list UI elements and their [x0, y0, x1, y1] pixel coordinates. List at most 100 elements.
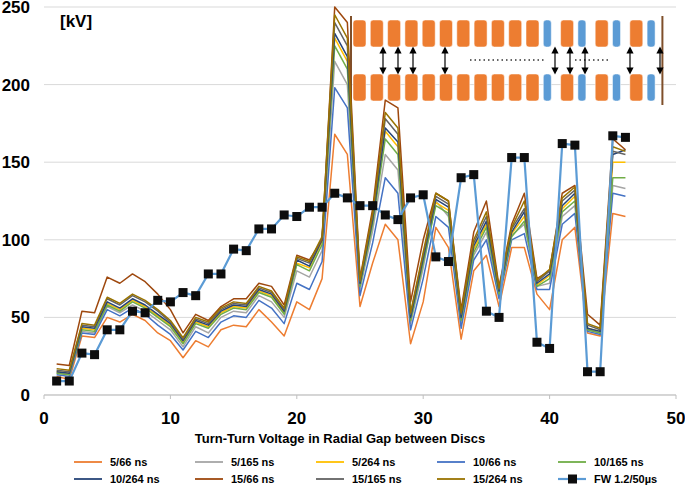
x-tick-label: 0 [39, 409, 48, 428]
disc [457, 74, 470, 101]
x-axis-label: Turn-Turn Voltage in Radial Gap between … [195, 431, 485, 446]
legend-swatch [195, 461, 223, 463]
legend-swatch [74, 478, 102, 480]
series-marker [65, 377, 74, 386]
chart-root: 05010015020025001020304050[kV]Turn-Turn … [0, 0, 685, 489]
series-marker [558, 139, 567, 148]
arrow [397, 50, 398, 71]
dots [575, 59, 610, 61]
disc [630, 74, 643, 101]
series-marker [545, 344, 554, 353]
disc [440, 74, 453, 101]
x-tick-label: 50 [667, 409, 685, 428]
disc [647, 74, 655, 101]
series-marker [507, 153, 516, 162]
disc [491, 20, 504, 47]
series-marker [596, 367, 605, 376]
x-tick-label: 40 [540, 409, 559, 428]
legend-label: 5/264 ns [352, 456, 395, 468]
legend-label: FW 1.2/50µs [594, 473, 657, 485]
legend-swatch [437, 478, 465, 480]
series-marker [621, 133, 630, 142]
series-marker [381, 210, 390, 219]
series-marker [52, 377, 61, 386]
disc [647, 20, 655, 47]
grid-line [44, 7, 676, 8]
legend-swatch [195, 478, 223, 480]
disc [578, 74, 586, 101]
series-line [57, 88, 626, 377]
disc [561, 20, 574, 47]
legend-label: 15/165 ns [352, 473, 402, 485]
legend-swatch [316, 478, 344, 480]
y-tick-label: 0 [21, 386, 30, 405]
disc [388, 74, 401, 101]
series-marker [406, 193, 415, 202]
series-marker [204, 269, 213, 278]
series-marker [242, 246, 251, 255]
disc [491, 74, 504, 101]
series-marker [495, 313, 504, 322]
disc [353, 20, 366, 47]
series-marker [216, 269, 225, 278]
disc [405, 20, 418, 47]
series-marker [570, 141, 579, 150]
series-line [57, 23, 626, 372]
disc [543, 20, 551, 47]
disc [595, 20, 608, 47]
x-tick [676, 395, 677, 399]
dots [470, 59, 545, 61]
legend-label: 10/66 ns [473, 456, 516, 468]
disc [422, 74, 435, 101]
chart-svg: 05010015020025001020304050[kV]Turn-Turn … [0, 0, 685, 489]
disc [353, 74, 366, 101]
x-tick [549, 395, 550, 399]
series-line [57, 61, 626, 375]
series-marker [343, 193, 352, 202]
y-tick-label: 50 [11, 308, 30, 327]
series-marker [166, 297, 175, 306]
winding-end [661, 16, 663, 105]
disc [630, 20, 643, 47]
series-marker [229, 245, 238, 254]
series-line [57, 136, 626, 381]
series-marker [305, 203, 314, 212]
series-marker [254, 224, 263, 233]
y-tick-label: 250 [2, 0, 30, 17]
series-marker [532, 338, 541, 347]
series-marker [77, 349, 86, 358]
y-tick-label: 150 [2, 153, 30, 172]
series-line [57, 38, 626, 373]
arrow [382, 50, 383, 71]
grid-line [44, 162, 676, 163]
series-marker [356, 201, 365, 210]
disc [613, 20, 621, 47]
legend-swatch [316, 461, 344, 463]
series-marker [444, 257, 453, 266]
legend-swatch [558, 461, 586, 463]
series-marker [103, 325, 112, 334]
x-axis-line [44, 395, 676, 396]
series-marker [191, 291, 200, 300]
series-marker [318, 203, 327, 212]
disc [526, 20, 539, 47]
legend-label: 15/264 ns [473, 473, 523, 485]
series-line [57, 33, 626, 373]
arrow [569, 50, 570, 71]
series-marker [292, 212, 301, 221]
series-marker [267, 224, 276, 233]
series-line [57, 46, 626, 375]
arrow [412, 50, 413, 71]
series-marker [482, 307, 491, 316]
disc [474, 74, 487, 101]
grid-line [44, 395, 676, 396]
y-tick-label: 100 [2, 231, 30, 250]
disc [422, 20, 435, 47]
series-marker [153, 296, 162, 305]
arrow [659, 50, 660, 71]
series-marker [431, 252, 440, 261]
x-tick [423, 395, 424, 399]
arrow [584, 50, 585, 71]
series-line [57, 134, 626, 379]
series-marker [90, 350, 99, 359]
